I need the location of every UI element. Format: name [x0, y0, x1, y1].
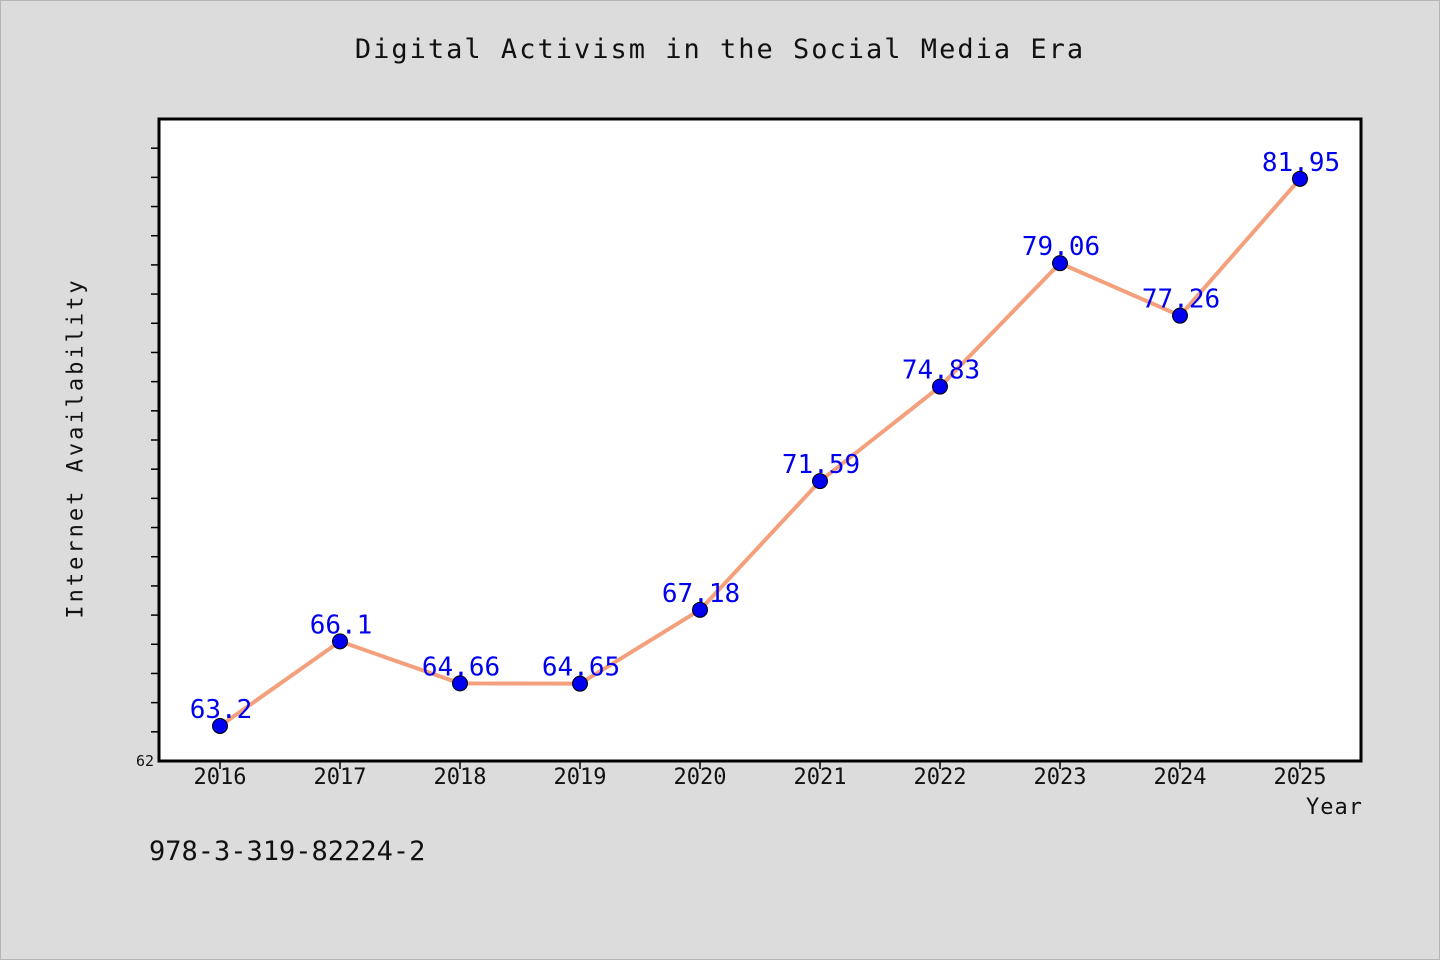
x-tick-label: 2022: [914, 765, 967, 790]
data-label: 77.26: [1142, 285, 1220, 315]
x-tick-label: 2019: [554, 765, 607, 790]
data-point: [692, 601, 708, 618]
x-tick-label: 2020: [674, 765, 727, 790]
x-tick-label: 2024: [1154, 765, 1207, 790]
x-tick-label: 2021: [794, 765, 847, 790]
data-point: [1052, 255, 1068, 272]
data-label: 67.18: [662, 579, 740, 609]
x-tick-label: 2023: [1034, 765, 1087, 790]
data-point: [812, 473, 828, 490]
data-markers: [212, 170, 1308, 734]
data-point: [452, 675, 468, 692]
plot-area: [159, 119, 1361, 761]
y-ticks: 62: [136, 147, 159, 770]
plot-frame: [157, 117, 1363, 763]
data-point: [1292, 170, 1308, 187]
data-label: 64.65: [542, 653, 620, 683]
y-tick-label: 62: [136, 752, 154, 770]
x-axis-label: Year: [1306, 795, 1363, 820]
data-point: [212, 717, 228, 734]
x-tick-label: 2025: [1274, 765, 1327, 790]
data-label: 66.1: [310, 610, 373, 640]
chart-title: Digital Activism in the Social Media Era: [354, 34, 1086, 65]
data-point: [332, 633, 348, 650]
data-point: [1172, 307, 1188, 324]
data-label: 71.59: [782, 450, 860, 480]
x-tick-label: 2017: [314, 765, 367, 790]
data-point: [572, 675, 588, 692]
data-label: 81.95: [1262, 148, 1340, 178]
data-labels: 63.2 66.1 64.66 64.65 67.18 71.59 74.83 79.06 77…: [190, 148, 1340, 725]
data-label: 79.06: [1022, 232, 1100, 262]
data-label: 74.83: [902, 356, 980, 386]
x-tick-label: 2016: [194, 765, 247, 790]
x-ticks: 2016 2017 2018 2019 2020 2021 2022 2023 2024 2025: [194, 761, 1327, 790]
series-line: [218, 176, 1302, 728]
isbn-text: 978-3-319-82224-2: [149, 836, 426, 867]
data-label: 63.2: [190, 695, 253, 725]
data-point: [932, 378, 948, 395]
x-tick-label: 2018: [434, 765, 487, 790]
data-label: 64.66: [422, 652, 500, 682]
